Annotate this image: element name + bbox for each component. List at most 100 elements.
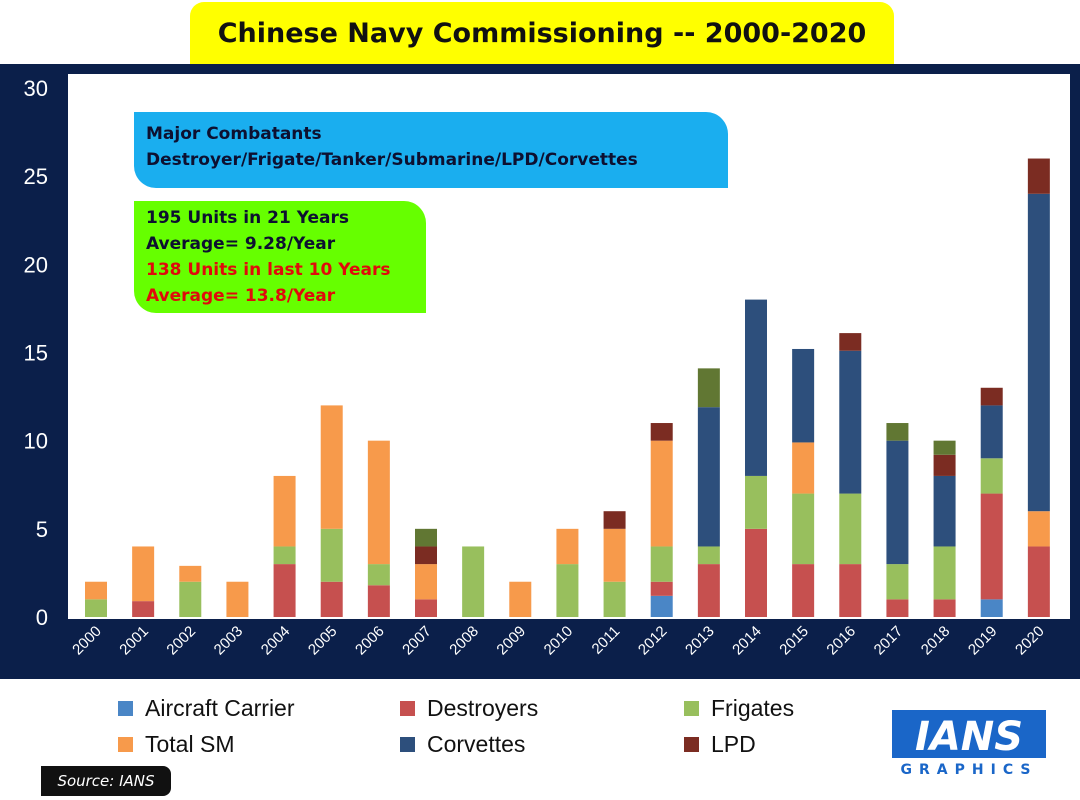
bar-segment <box>320 528 343 582</box>
bars-group <box>85 158 1050 617</box>
x-tick-label: 2005 <box>305 623 341 659</box>
bar-segment <box>933 475 956 547</box>
bar-segment <box>415 599 437 617</box>
x-tick-label: 2008 <box>446 623 482 659</box>
bar-segment <box>839 493 862 565</box>
note-line: 138 Units in last 10 Years <box>146 260 391 280</box>
legend-label: Total SM <box>145 731 235 757</box>
x-tick-label: 2013 <box>682 623 718 659</box>
bar-segment <box>603 581 626 617</box>
x-tick-label: 2015 <box>776 623 812 659</box>
x-tick-label: 2001 <box>116 623 152 659</box>
bar-segment <box>650 581 673 596</box>
x-tick-label: 2003 <box>211 623 247 659</box>
x-tick-label: 2000 <box>69 623 105 659</box>
bar-segment <box>745 299 767 476</box>
legend-swatch <box>118 701 133 716</box>
y-axis-ticks: 0 5 10 15 20 25 30 <box>24 76 48 630</box>
bar-segment <box>273 564 296 617</box>
ians-graphics-logo: IANS GRAPHICS <box>892 710 1046 778</box>
title-banner: Chinese Navy Commissioning -- 2000-2020 <box>190 2 894 64</box>
x-tick-label: 2011 <box>589 623 624 658</box>
chart-title: Chinese Navy Commissioning -- 2000-2020 <box>217 17 867 49</box>
bar-segment <box>933 546 956 600</box>
bar-segment <box>367 564 390 586</box>
bar-segment <box>650 595 673 617</box>
bar-segment <box>367 585 390 617</box>
bar-segment <box>273 546 296 565</box>
bar-segment <box>462 546 485 617</box>
bar-segment <box>745 528 767 617</box>
logo-text-bottom: GRAPHICS <box>901 762 1038 778</box>
bar-segment <box>1027 511 1050 547</box>
bar-segment <box>697 546 720 565</box>
bar-segment <box>886 564 909 600</box>
x-tick-label: 2006 <box>352 623 388 659</box>
legend-label: Corvettes <box>427 731 526 757</box>
y-tick-label: 30 <box>24 76 48 101</box>
x-tick-label: 2019 <box>965 623 1001 659</box>
y-tick-label: 25 <box>24 164 48 189</box>
legend-item: Destroyers <box>400 695 538 722</box>
legend-swatch <box>400 701 415 716</box>
bar-segment <box>556 564 579 617</box>
x-tick-label: 2004 <box>258 623 294 659</box>
x-tick-label: 2020 <box>1012 623 1048 659</box>
bar-segment <box>886 599 909 617</box>
bar-segment <box>980 458 1003 494</box>
legend-item: LPD <box>684 731 756 758</box>
legend-swatch <box>118 737 133 752</box>
bar-segment <box>1027 546 1050 617</box>
bar-segment <box>415 528 437 547</box>
bar-segment <box>132 546 155 602</box>
bar-segment <box>839 333 862 351</box>
bar-segment <box>179 565 202 582</box>
legend-label: Destroyers <box>427 695 539 721</box>
bar-segment <box>650 546 673 582</box>
note-line: Average= 9.28/Year <box>146 234 336 254</box>
bar-segment <box>132 601 155 617</box>
legend-swatch <box>400 737 415 752</box>
bar-segment <box>697 407 720 547</box>
bar-segment <box>886 440 909 565</box>
bar-segment <box>980 493 1003 600</box>
bar-segment <box>792 442 815 494</box>
logo-text-top: IANS <box>915 714 1023 760</box>
bar-segment <box>603 511 626 529</box>
bar-segment <box>933 599 956 617</box>
legend-item: Corvettes <box>400 731 525 758</box>
bar-segment <box>839 564 862 617</box>
bar-segment <box>697 368 720 408</box>
bar-segment <box>745 475 767 529</box>
bar-segment <box>85 581 107 600</box>
major-combatants-note: Major Combatants Destroyer/Frigate/Tanke… <box>134 112 728 188</box>
x-tick-label: 2018 <box>918 623 954 659</box>
legend-item: Frigates <box>684 695 794 722</box>
legend: Aircraft Carrier Destroyers Frigates Tot… <box>0 690 1080 760</box>
bar-segment <box>226 581 249 617</box>
bar-segment <box>980 405 1003 459</box>
bar-segment <box>650 440 673 547</box>
note-line: 195 Units in 21 Years <box>146 208 349 228</box>
bar-segment <box>603 528 626 582</box>
x-axis-ticks: 2000 2001 2002 2003 2004 2005 2006 2007 2008 2009… <box>69 623 1047 659</box>
note-line: Major Combatants <box>146 124 322 144</box>
x-tick-label: 2014 <box>729 623 765 659</box>
legend-item: Aircraft Carrier <box>118 695 295 722</box>
y-tick-label: 5 <box>36 517 48 542</box>
x-tick-label: 2007 <box>399 623 435 659</box>
legend-item: Total SM <box>118 731 234 758</box>
bar-segment <box>792 493 815 565</box>
bar-segment <box>933 454 956 476</box>
x-tick-label: 2009 <box>493 623 529 659</box>
bar-segment <box>792 564 815 617</box>
x-tick-label: 2012 <box>635 623 671 659</box>
legend-swatch <box>684 701 699 716</box>
legend-label: Frigates <box>711 695 795 721</box>
bar-segment <box>886 423 909 441</box>
x-tick-label: 2016 <box>823 623 859 659</box>
y-tick-label: 20 <box>24 252 48 277</box>
source-label: Source: IANS <box>41 766 171 796</box>
legend-label: LPD <box>711 731 756 757</box>
y-tick-label: 15 <box>24 341 48 366</box>
